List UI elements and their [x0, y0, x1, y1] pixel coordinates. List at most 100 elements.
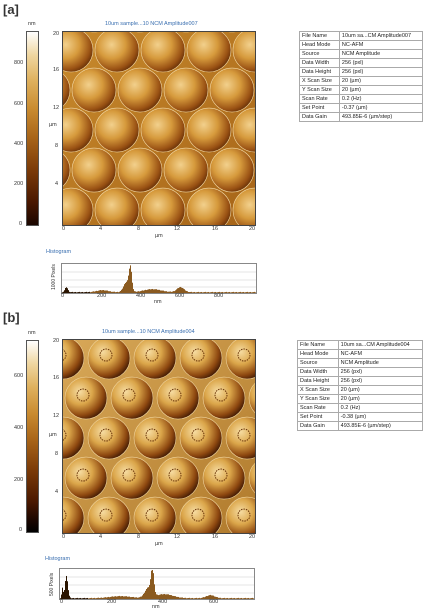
histogram-bar — [192, 597, 193, 599]
histogram-bar — [214, 292, 215, 293]
histogram-bar — [130, 597, 131, 599]
histogram-bar — [183, 597, 184, 599]
histogram-bar — [74, 598, 75, 599]
histogram-bar — [209, 292, 210, 293]
dome — [232, 32, 255, 73]
dome — [133, 416, 177, 460]
y-axis-unit-b: µm — [49, 432, 57, 438]
afm-image-b[interactable] — [62, 339, 256, 534]
histogram-bar — [205, 596, 206, 599]
histogram-bar — [154, 584, 155, 599]
histogram-bar — [94, 597, 95, 599]
histogram-bar — [193, 292, 194, 293]
info-value: 10um sa...CM Amplitude007 — [338, 31, 423, 41]
histogram-ytick-a: 1000 — [51, 278, 57, 290]
histogram-bar — [239, 292, 240, 293]
info-key: Set Point — [299, 103, 340, 113]
histogram-bar — [250, 291, 251, 293]
histogram-bar — [184, 289, 185, 293]
x-tick-a-0: 0 — [62, 226, 66, 232]
histogram-bar — [108, 596, 109, 599]
x-axis-unit-b: µm — [155, 541, 163, 547]
dome — [209, 147, 255, 193]
dome — [140, 187, 186, 225]
dome-center — [122, 468, 136, 482]
histogram-bar — [193, 598, 194, 599]
histogram-bar — [157, 289, 158, 293]
histogram-bar — [162, 594, 163, 599]
histogram-bar — [120, 596, 121, 599]
info-key: Head Mode — [297, 349, 339, 359]
histogram-bar — [238, 292, 239, 293]
histogram-bar — [145, 289, 146, 293]
histogram-bar — [119, 595, 120, 599]
histogram-bar — [70, 597, 71, 599]
histogram-bar — [171, 595, 172, 599]
histogram-bar — [137, 291, 138, 293]
histogram-bar — [199, 292, 200, 293]
histogram-bar — [209, 595, 210, 599]
histogram-bar — [181, 597, 182, 599]
histogram-bar — [165, 291, 166, 293]
histogram-bar — [178, 288, 179, 293]
dome — [117, 147, 163, 193]
dome — [140, 32, 186, 73]
info-row: X Scan Size 20 (µm) — [299, 76, 423, 86]
histogram-bar — [84, 597, 85, 599]
hist-xtick-b-600: 600 — [209, 599, 219, 605]
histogram-bar — [90, 598, 91, 599]
x-axis-unit-a: µm — [155, 233, 163, 239]
info-key: Data Gain — [299, 112, 340, 122]
info-value: -0.38 (µm) — [337, 412, 423, 422]
histogram-bar — [249, 292, 250, 293]
histogram-bar — [176, 289, 177, 293]
histogram-bar — [211, 595, 212, 599]
histogram-bar — [156, 594, 157, 599]
histogram-bar — [167, 594, 168, 599]
histogram-bar — [61, 594, 62, 599]
info-row: Data Gain 493.85E-6 (µm/step) — [297, 421, 423, 431]
histogram-bar — [207, 596, 208, 599]
histogram-bar — [62, 587, 63, 599]
histogram-a — [61, 263, 257, 294]
histogram-bar — [198, 291, 199, 293]
histogram-bar — [211, 292, 212, 293]
info-value: 20 (µm) — [337, 394, 423, 404]
histogram-bar — [114, 291, 115, 293]
histogram-bar — [231, 292, 232, 293]
dome — [110, 376, 154, 420]
histogram-bar — [157, 594, 158, 599]
y-tick-b-12: 12 — [53, 413, 60, 419]
histogram-bar — [241, 292, 242, 293]
histogram-bar — [225, 292, 226, 293]
histogram-bar — [197, 598, 198, 599]
histogram-bar — [99, 598, 100, 599]
histogram-bar — [79, 598, 80, 599]
histogram-plot-b — [60, 570, 254, 599]
histogram-bar — [92, 291, 93, 293]
info-row: Y Scan Size 20 (µm) — [299, 85, 423, 95]
colorbar-tick-a-200: 200 — [14, 181, 24, 187]
dome — [163, 147, 209, 193]
dome-center — [168, 468, 182, 482]
histogram-bar — [86, 598, 87, 599]
histogram-bar — [67, 288, 68, 293]
histogram-bar — [221, 292, 222, 293]
histogram-bar — [189, 597, 190, 599]
afm-image-a[interactable] — [62, 31, 256, 226]
histogram-bar — [107, 290, 108, 293]
histogram-bar — [94, 291, 95, 293]
histogram-bar — [204, 597, 205, 599]
histogram-bar — [89, 598, 90, 599]
histogram-bar — [191, 291, 192, 293]
dome — [209, 67, 255, 113]
histogram-bar — [174, 596, 175, 599]
histogram-bar — [229, 291, 230, 293]
histogram-bar — [122, 596, 123, 599]
histogram-bar — [72, 291, 73, 293]
histogram-bar — [132, 596, 133, 599]
dome-center — [145, 508, 159, 522]
histogram-bar — [208, 291, 209, 293]
histogram-bar — [70, 292, 71, 293]
histogram-bar — [154, 289, 155, 293]
